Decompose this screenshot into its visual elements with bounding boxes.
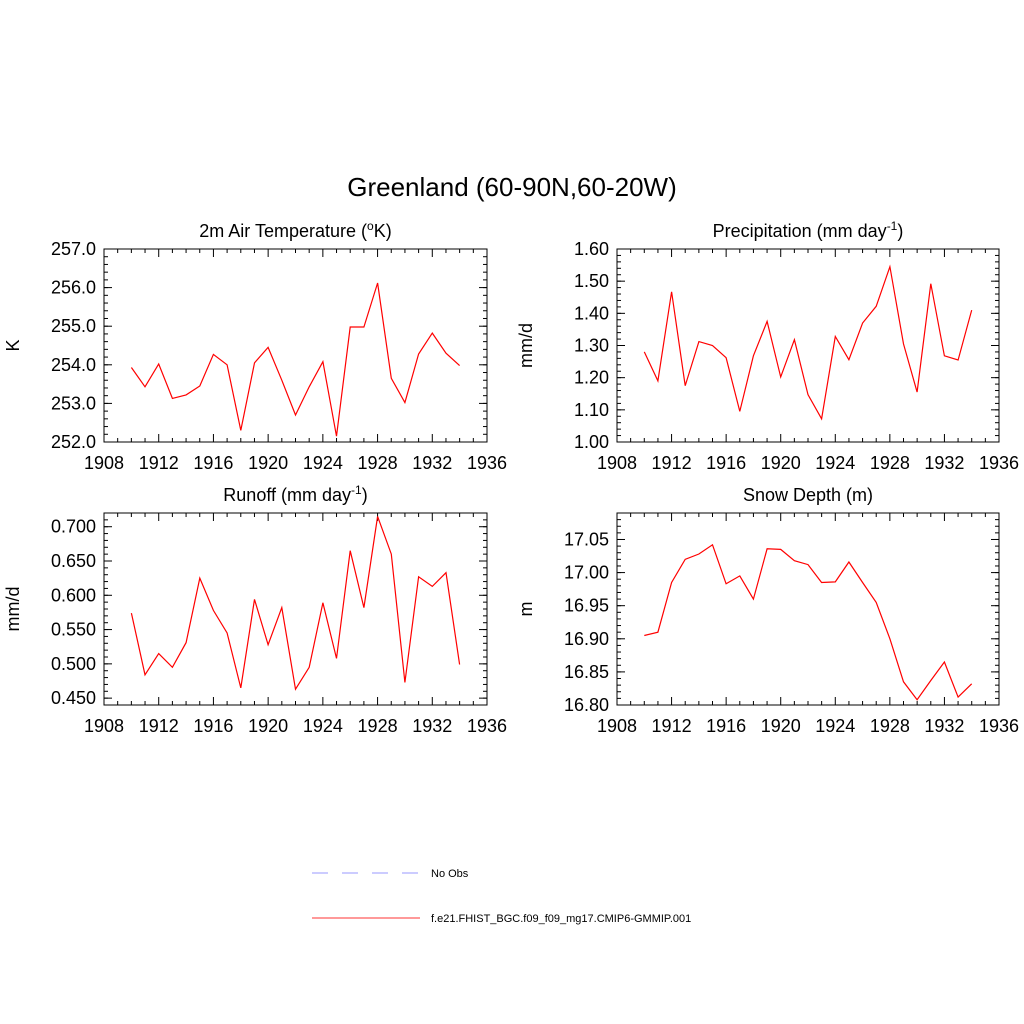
y-tick-label: 17.05 bbox=[564, 529, 609, 549]
y-tick-label: 1.10 bbox=[574, 400, 609, 420]
y-tick-label: 257.0 bbox=[51, 239, 96, 259]
panel-title-text: Runoff (mm day bbox=[223, 485, 351, 505]
legend-label-model: f.e21.FHIST_BGC.f09_f09_mg17.CMIP6-GMMIP… bbox=[431, 913, 691, 925]
panel-title: Precipitation (mm day-1) bbox=[713, 219, 904, 241]
x-tick-label: 1920 bbox=[248, 716, 288, 736]
y-tick-label: 1.40 bbox=[574, 303, 609, 323]
panel-title-after: ) bbox=[362, 485, 368, 505]
y-tick-label: 16.85 bbox=[564, 662, 609, 682]
y-tick-label: 1.00 bbox=[574, 432, 609, 452]
y-tick-label: 0.450 bbox=[51, 688, 96, 708]
x-tick-label: 1924 bbox=[815, 453, 855, 473]
y-tick-label: 0.650 bbox=[51, 551, 96, 571]
x-tick-label: 1924 bbox=[303, 716, 343, 736]
panel-4: Snow Depth (m) m 1908 1912 1916 1920 1924 1928 1… bbox=[516, 485, 1019, 736]
x-tick-label: 1912 bbox=[139, 716, 179, 736]
x-tick-label: 1924 bbox=[303, 453, 343, 473]
y-axis-label: K bbox=[3, 339, 23, 351]
x-tick-label: 1932 bbox=[412, 453, 452, 473]
legend: No Obs f.e21.FHIST_BGC.f09_f09_mg17.CMIP… bbox=[312, 868, 691, 925]
x-tick-label: 1920 bbox=[248, 453, 288, 473]
y-tick-label: 252.0 bbox=[51, 432, 96, 452]
panel-title-sup: -1 bbox=[351, 483, 362, 497]
x-tick-label: 1928 bbox=[358, 453, 398, 473]
panel-title: Snow Depth (m) bbox=[743, 485, 873, 505]
plot-frame bbox=[616, 512, 1000, 706]
panel-3: Runoff (mm day-1) mm/d 1908 1912 1916 1920 192… bbox=[3, 483, 507, 736]
x-tick-label: 1936 bbox=[467, 453, 507, 473]
figure-title: Greenland (60-90N,60-20W) bbox=[347, 172, 677, 202]
y-tick-label: 16.95 bbox=[564, 596, 609, 616]
y-tick-label: 1.20 bbox=[574, 368, 609, 388]
y-axis-label: mm/d bbox=[516, 323, 536, 368]
y-tick-label: 254.0 bbox=[51, 355, 96, 375]
x-tick-label: 1936 bbox=[979, 716, 1019, 736]
y-axis-label: m bbox=[516, 602, 536, 617]
y-tick-label: 16.80 bbox=[564, 695, 609, 715]
x-tick-label: 1916 bbox=[706, 716, 746, 736]
y-axis-label: mm/d bbox=[3, 587, 23, 632]
plot-frame bbox=[103, 512, 488, 706]
y-tick-label: 0.550 bbox=[51, 620, 96, 640]
panel-title-text: 2m Air Temperature ( bbox=[199, 221, 367, 241]
panel-title-text: Snow Depth (m) bbox=[743, 485, 873, 505]
x-tick-label: 1912 bbox=[652, 716, 692, 736]
panel-title-sup: o bbox=[367, 219, 374, 233]
series-line bbox=[130, 516, 461, 691]
plot-frame bbox=[103, 248, 488, 443]
x-tick-label: 1908 bbox=[597, 716, 637, 736]
series-line bbox=[644, 543, 973, 701]
x-tick-label: 1912 bbox=[139, 453, 179, 473]
y-tick-label: 17.00 bbox=[564, 563, 609, 583]
y-tick-label: 256.0 bbox=[51, 278, 96, 298]
series-line bbox=[130, 282, 461, 437]
legend-label-no-obs: No Obs bbox=[431, 868, 469, 880]
x-tick-label: 1928 bbox=[870, 716, 910, 736]
x-tick-label: 1932 bbox=[412, 716, 452, 736]
panel-title-after: K) bbox=[374, 221, 392, 241]
x-tick-label: 1924 bbox=[815, 716, 855, 736]
x-tick-label: 1928 bbox=[870, 453, 910, 473]
x-tick-label: 1932 bbox=[924, 453, 964, 473]
panel-title-text: Precipitation (mm day bbox=[713, 221, 887, 241]
y-tick-label: 0.700 bbox=[51, 517, 96, 537]
plot-frame bbox=[616, 248, 1000, 443]
panel-2: Precipitation (mm day-1) mm/d 1908 1912 1916… bbox=[516, 219, 1019, 473]
x-tick-label: 1912 bbox=[652, 453, 692, 473]
x-tick-label: 1936 bbox=[979, 453, 1019, 473]
x-tick-label: 1916 bbox=[706, 453, 746, 473]
x-tick-label: 1916 bbox=[193, 716, 233, 736]
x-tick-label: 1908 bbox=[597, 453, 637, 473]
panel-title: Runoff (mm day-1) bbox=[223, 483, 367, 505]
x-tick-label: 1920 bbox=[761, 453, 801, 473]
x-tick-label: 1908 bbox=[84, 716, 124, 736]
y-tick-label: 1.50 bbox=[574, 271, 609, 291]
x-tick-label: 1932 bbox=[924, 716, 964, 736]
panel-title-sup: -1 bbox=[887, 219, 898, 233]
x-tick-label: 1908 bbox=[84, 453, 124, 473]
y-tick-label: 253.0 bbox=[51, 393, 96, 413]
y-tick-label: 16.90 bbox=[564, 629, 609, 649]
y-tick-label: 0.500 bbox=[51, 654, 96, 674]
series-line bbox=[643, 264, 973, 421]
y-tick-label: 0.600 bbox=[51, 585, 96, 605]
panel-title: 2m Air Temperature (oK) bbox=[199, 219, 391, 241]
x-tick-label: 1916 bbox=[193, 453, 233, 473]
y-tick-label: 1.60 bbox=[574, 239, 609, 259]
x-tick-label: 1936 bbox=[467, 716, 507, 736]
y-tick-label: 1.30 bbox=[574, 336, 609, 356]
panel-1: 2m Air Temperature (oK) K 1908 1912 1916 1920… bbox=[3, 219, 507, 473]
y-tick-label: 255.0 bbox=[51, 316, 96, 336]
x-tick-label: 1928 bbox=[358, 716, 398, 736]
panel-title-after: ) bbox=[897, 221, 903, 241]
x-tick-label: 1920 bbox=[761, 716, 801, 736]
